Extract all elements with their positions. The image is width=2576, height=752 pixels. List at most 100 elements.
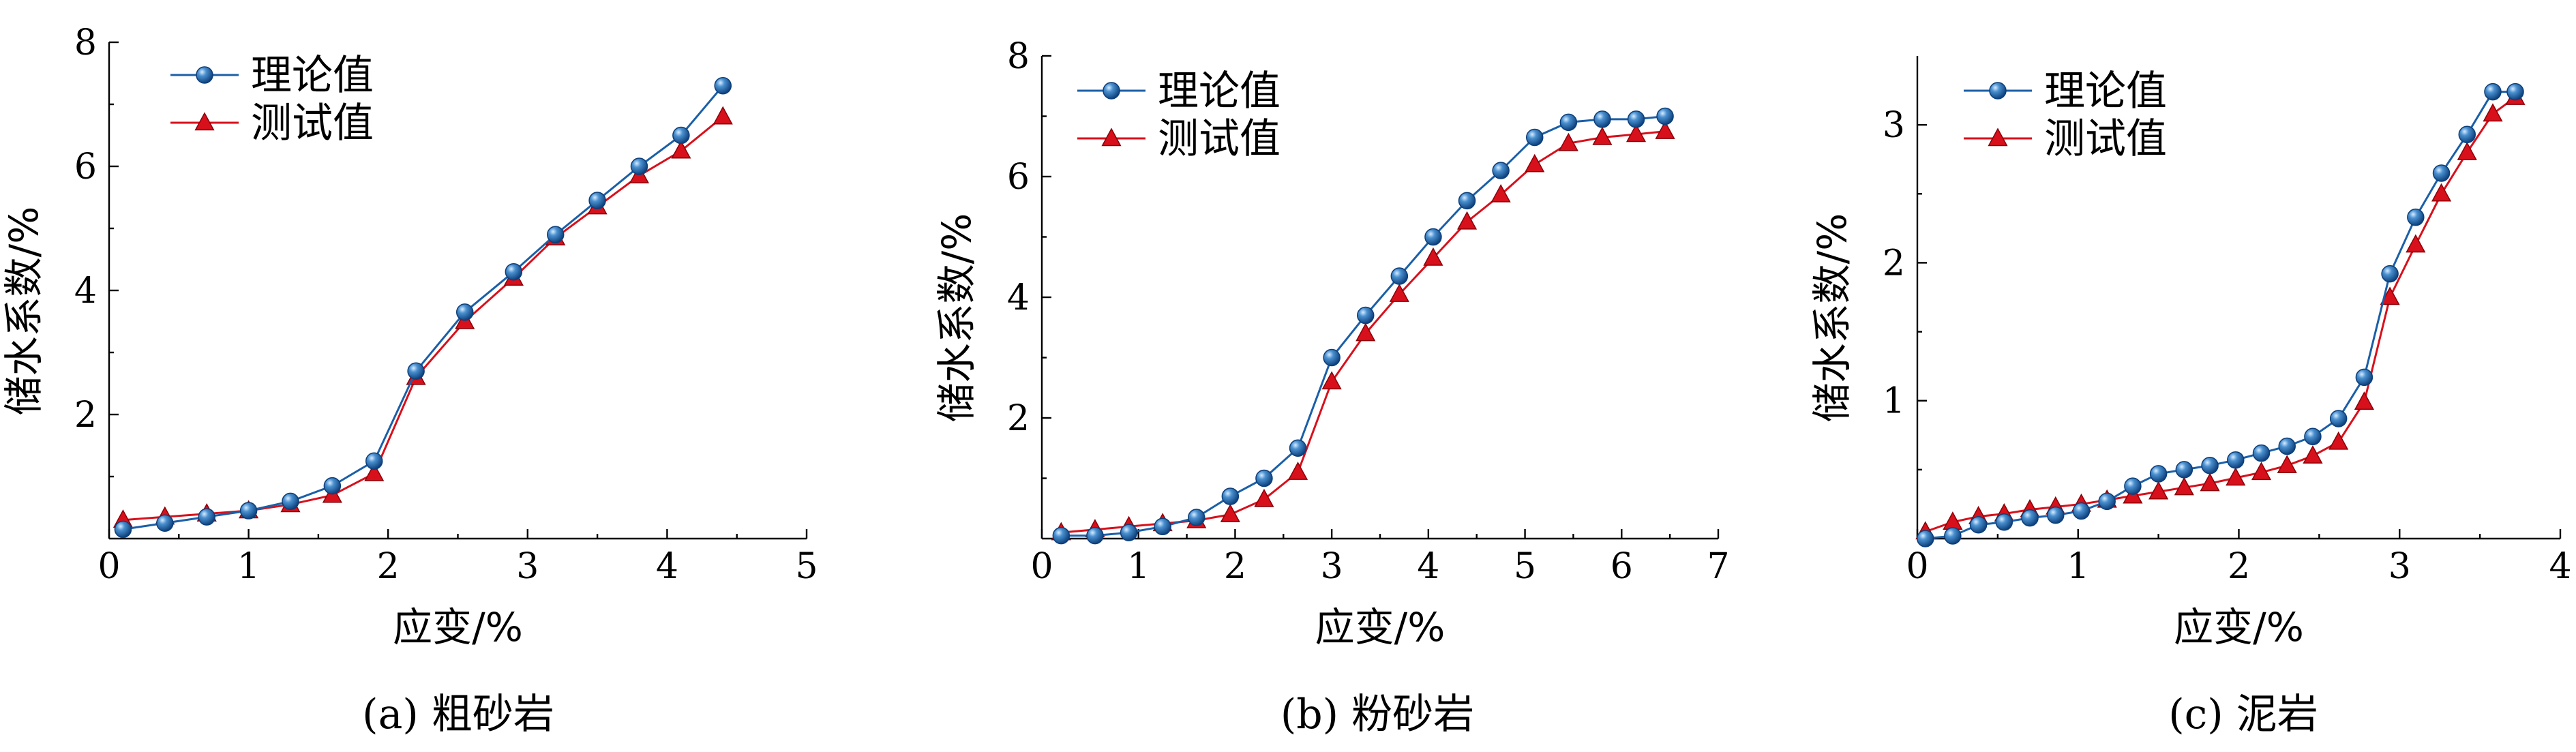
data-point-test [1655,121,1675,139]
data-point-test [2200,472,2220,492]
data-point-test [2174,477,2194,496]
data-point-theory [1289,439,1307,457]
series-line [123,85,724,530]
data-point-theory [2278,437,2296,455]
series-line [1925,91,2515,540]
data-point-theory [2201,457,2219,475]
data-point-theory [282,492,299,511]
data-point-test [1558,132,1578,151]
x-axis-title: 应变/% [393,604,523,650]
data-point-theory [1356,306,1375,325]
data-point-theory [2227,451,2245,469]
data-point-test [2251,462,2272,481]
y-tick-label: 2 [74,395,97,436]
data-point-test [2483,103,2503,122]
x-tick-label: 5 [795,546,818,587]
data-point-theory [2046,506,2065,524]
data-point-theory [1969,516,1988,534]
data-point-theory [505,262,523,281]
data-point-theory [2407,208,2425,226]
data-point-theory [2175,461,2193,479]
data-point-theory [630,157,648,175]
y-tick-label: 6 [1007,157,1030,198]
legend-marker-triangle [194,112,215,131]
x-tick-label: 6 [1611,546,1633,587]
y-tick-label: 8 [74,22,97,63]
data-point-theory [1255,469,1273,487]
data-point-test [2354,391,2374,410]
data-point-theory [1492,162,1510,179]
data-point-theory [1187,509,1205,526]
y-tick-label: 8 [1007,36,1030,77]
data-point-theory [1656,107,1674,125]
data-point-theory [1917,530,1934,547]
data-point-theory [2355,368,2373,387]
legend-label: 测试值 [1158,115,1280,163]
data-point-theory [1458,192,1476,210]
legend-marker-triangle [1988,127,2008,147]
y-tick-label: 3 [1883,105,1905,146]
data-point-theory [407,362,425,380]
data-point-theory [2458,125,2476,144]
y-axis-title: 储水系数/% [1809,213,1855,423]
data-point-theory [156,514,174,532]
data-point-test [1491,183,1511,202]
data-point-theory [2432,164,2451,182]
data-point-test [2457,142,2477,160]
data-point-theory [1154,517,1171,536]
legend-label: 测试值 [251,100,374,147]
data-point-theory [1323,348,1341,367]
data-point-test [2226,467,2246,486]
data-point-theory [1424,228,1442,246]
panel-caption: (c) 泥岩 [2168,691,2318,738]
data-point-test [671,140,691,159]
y-axis-title: 储水系数/% [1,207,47,416]
y-tick-label: 4 [74,271,97,312]
legend-marker-triangle [1101,127,1122,147]
x-tick-label: 4 [2549,546,2571,587]
data-point-theory [2072,502,2091,520]
data-point-test [1389,284,1409,302]
data-point-theory [1525,128,1544,147]
data-point-theory [1221,487,1240,505]
legend-marker-circle [196,66,213,84]
data-point-theory [588,192,606,209]
x-tick-label: 3 [516,546,539,587]
x-axis-title: 应变/% [1315,604,1446,650]
data-point-theory [365,452,383,470]
data-point-theory [1052,526,1070,545]
data-point-test [364,462,385,481]
data-point-theory [546,226,565,243]
data-point-theory [1390,267,1409,285]
y-axis-title: 储水系数/% [933,213,980,423]
data-point-test [1626,123,1647,142]
data-point-test [2406,234,2426,253]
data-point-theory [114,520,132,539]
data-point-theory [1995,513,2013,531]
legend-label: 理论值 [251,52,374,100]
data-point-test [1254,488,1274,507]
x-tick-label: 0 [1030,546,1053,587]
data-point-test [1287,462,1308,480]
data-point-theory [2381,265,2399,283]
x-tick-label: 1 [1127,546,1150,587]
data-point-theory [2098,492,2116,511]
data-point-theory [2124,477,2142,495]
series-line [1925,96,2516,533]
x-tick-label: 4 [656,546,678,587]
y-tick-label: 1 [1883,381,1905,422]
data-point-test [2328,431,2349,450]
data-point-theory [198,508,215,526]
legend-label: 测试值 [2044,115,2167,163]
data-point-test [1220,504,1240,522]
data-point-theory [1120,524,1138,541]
data-point-theory [1944,527,1962,545]
data-point-theory [2252,444,2271,462]
x-tick-label: 2 [377,546,400,587]
x-axis-title: 应变/% [2174,604,2304,650]
y-tick-label: 2 [1007,398,1030,439]
